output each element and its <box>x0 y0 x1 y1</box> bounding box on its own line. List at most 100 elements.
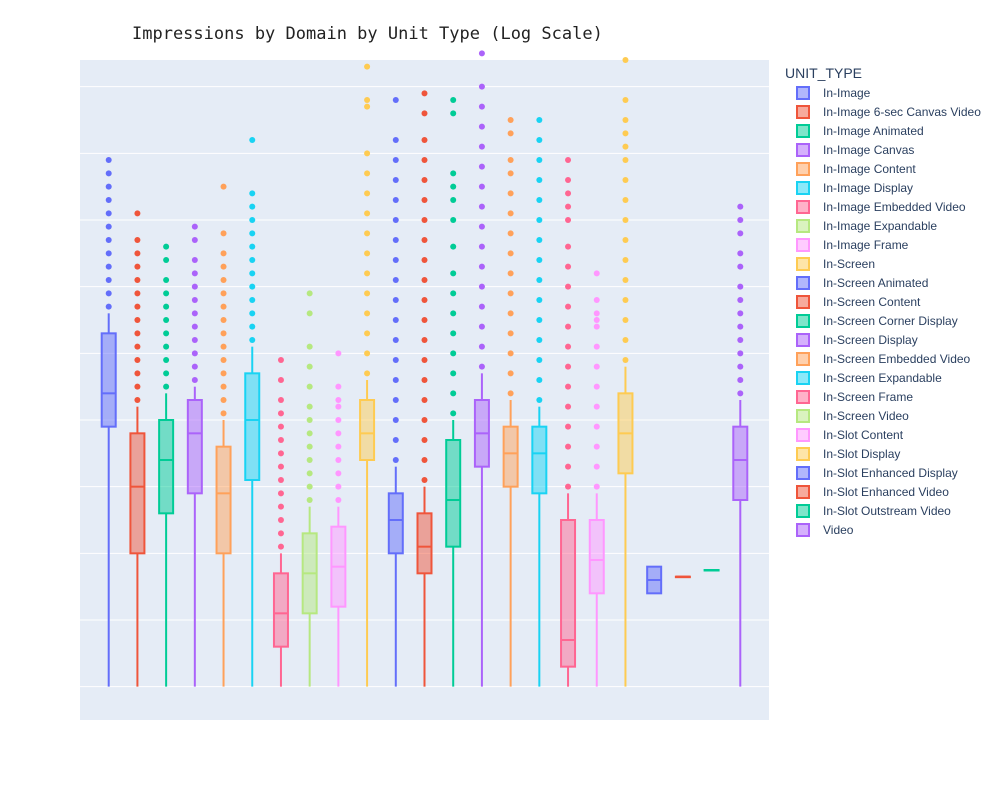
outlier-point <box>105 223 112 230</box>
box-body[interactable] <box>158 419 175 515</box>
outlier-point <box>306 363 313 370</box>
outlier-point <box>163 243 170 250</box>
legend-label: In-Image Embedded Video <box>823 200 966 214</box>
outlier-point <box>478 343 485 350</box>
legend-item[interactable]: In-Screen Animated <box>796 276 928 290</box>
legend-label: In-Image Animated <box>823 124 924 138</box>
legend-item[interactable]: In-Image Display <box>796 181 913 195</box>
box-body[interactable] <box>445 439 462 548</box>
legend-item[interactable]: In-Screen Corner Display <box>796 314 958 328</box>
legend-item[interactable]: In-Image 6-sec Canvas Video <box>796 105 981 119</box>
legend-item[interactable]: In-Slot Content <box>796 428 904 442</box>
outlier-point <box>507 330 514 337</box>
outlier-point <box>450 110 457 117</box>
legend-label: In-Slot Outstream Video <box>823 504 951 518</box>
outlier-point <box>421 277 428 283</box>
outlier-point <box>249 283 256 290</box>
box-body[interactable] <box>272 572 289 648</box>
outlier-point <box>421 317 428 323</box>
outlier-point <box>507 310 514 317</box>
outlier-point <box>421 337 428 343</box>
box-series <box>473 50 490 687</box>
box-series <box>272 357 289 687</box>
box-body[interactable] <box>100 332 117 428</box>
box-body[interactable] <box>215 445 232 555</box>
legend-swatch <box>796 124 810 138</box>
box-body[interactable] <box>531 425 548 495</box>
legend-item[interactable]: In-Image Embedded Video <box>796 200 966 214</box>
legend-item[interactable]: In-Slot Enhanced Video <box>796 485 949 499</box>
legend-item[interactable]: In-Slot Display <box>796 447 900 461</box>
outlier-point <box>364 63 371 70</box>
outlier-point <box>421 137 428 143</box>
outlier-point <box>565 343 572 350</box>
legend-label: In-Image Content <box>823 162 916 176</box>
outlier-point <box>392 357 399 363</box>
legend-item[interactable]: Video <box>796 523 854 537</box>
outlier-point <box>220 370 227 377</box>
outlier-point <box>421 90 428 97</box>
legend-item[interactable]: In-Screen Display <box>796 333 918 347</box>
legend-label: In-Screen Expandable <box>823 371 942 385</box>
legend-item[interactable]: In-Image <box>796 86 871 100</box>
outlier-point <box>392 297 399 303</box>
box-body[interactable] <box>186 399 203 495</box>
outlier-point <box>335 443 342 450</box>
box-body[interactable] <box>732 425 749 501</box>
legend-label: In-Slot Enhanced Video <box>823 485 949 499</box>
legend-item[interactable]: In-Image Content <box>796 162 916 176</box>
box-body[interactable] <box>244 372 261 482</box>
outlier-point <box>478 263 485 270</box>
outlier-point <box>421 157 428 163</box>
outlier-point <box>134 383 141 390</box>
outlier-point <box>191 350 198 357</box>
legend-item[interactable]: In-Image Animated <box>796 124 924 138</box>
legend-item[interactable]: In-Image Canvas <box>796 143 914 157</box>
box-body[interactable] <box>387 492 404 555</box>
outlier-point <box>622 157 629 163</box>
outlier-point <box>134 317 141 323</box>
outlier-point <box>478 50 485 57</box>
outlier-point <box>249 310 256 317</box>
legend-item[interactable]: In-Screen Content <box>796 295 921 309</box>
outlier-point <box>450 310 457 317</box>
legend-label: In-Slot Display <box>823 447 900 461</box>
legend[interactable]: UNIT_TYPE In-Image In-Image 6-sec Canvas … <box>785 65 981 537</box>
legend-swatch <box>796 409 810 423</box>
box-series <box>588 270 605 687</box>
box-series <box>186 223 203 687</box>
box-body[interactable] <box>588 519 605 595</box>
legend-swatch <box>796 333 810 347</box>
outlier-point <box>191 223 198 230</box>
outlier-point <box>450 410 457 417</box>
box-body[interactable] <box>502 425 519 488</box>
box-body[interactable] <box>359 399 376 461</box>
outlier-point <box>593 317 600 323</box>
legend-item[interactable]: In-Screen <box>796 257 875 271</box>
legend-item[interactable]: In-Slot Enhanced Display <box>796 466 958 480</box>
outlier-point <box>421 110 428 117</box>
box-body[interactable] <box>129 432 146 555</box>
box-body[interactable] <box>560 519 577 668</box>
outlier-point <box>249 337 256 343</box>
outlier-point <box>392 437 399 443</box>
outlier-point <box>249 257 256 263</box>
outlier-point <box>220 263 227 270</box>
outlier-point <box>392 397 399 403</box>
outlier-point <box>593 343 600 350</box>
box-body[interactable] <box>416 512 433 575</box>
outlier-point <box>450 370 457 377</box>
legend-item[interactable]: In-Image Frame <box>796 238 909 252</box>
legend-item[interactable]: In-Image Expandable <box>796 219 937 233</box>
legend-item[interactable]: In-Screen Frame <box>796 390 913 404</box>
outlier-point <box>364 270 371 277</box>
legend-item[interactable]: In-Screen Video <box>796 409 909 423</box>
outlier-point <box>507 230 514 237</box>
legend-item[interactable]: In-Screen Embedded Video <box>796 352 971 366</box>
outlier-point <box>220 357 227 363</box>
outlier-point <box>507 130 514 137</box>
legend-item[interactable]: In-Slot Outstream Video <box>796 504 951 518</box>
legend-item[interactable]: In-Screen Expandable <box>796 371 942 385</box>
outlier-point <box>565 217 572 223</box>
box-series-group <box>100 50 749 687</box>
